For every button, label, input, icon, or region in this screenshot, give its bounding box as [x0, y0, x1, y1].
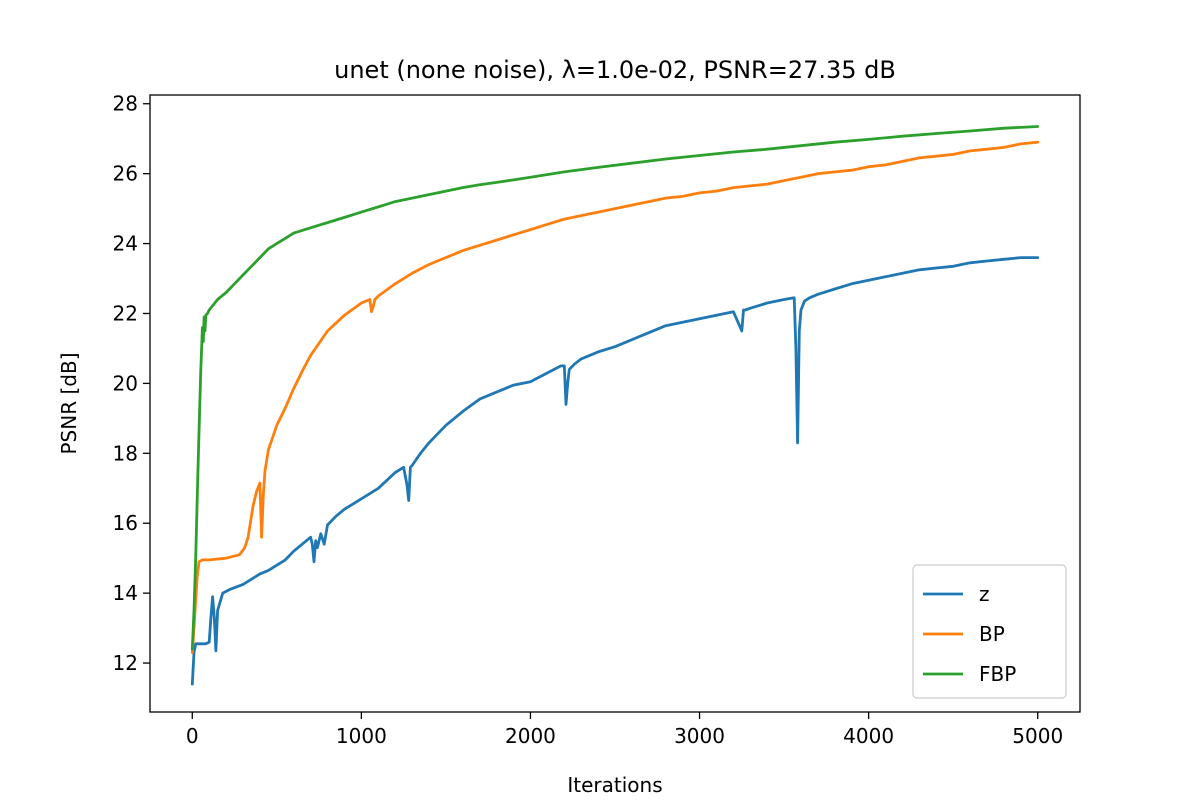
series-line-z — [190, 256, 1040, 686]
series-line-fbp — [190, 125, 1040, 651]
x-tick-label: 1000 — [336, 724, 387, 748]
legend-label-z: z — [979, 582, 990, 606]
legend: z BP FBP — [912, 564, 1067, 699]
x-tick-label: 0 — [186, 724, 199, 748]
y-tick-label: 22 — [113, 301, 138, 325]
y-tick-label: 12 — [113, 651, 138, 675]
chart-title: unet (none noise), λ=1.0e-02, PSNR=27.35… — [334, 56, 896, 84]
y-tick-label: 20 — [113, 371, 138, 395]
axes-layer: 0 1000 2000 3000 4000 5000 12 14 16 18 20 22 24 26 28 — [113, 92, 1064, 748]
legend-box — [912, 564, 1067, 699]
series-layer — [190, 125, 1040, 686]
x-tick-label: 3000 — [674, 724, 725, 748]
y-tick-label: 26 — [113, 162, 138, 186]
y-tick-label: 24 — [113, 232, 138, 256]
x-tick-label: 4000 — [843, 724, 894, 748]
y-tick-label: 14 — [113, 581, 138, 605]
legend-label-bp: BP — [979, 622, 1005, 646]
legend-label-fbp: FBP — [979, 662, 1016, 686]
x-tick-label: 2000 — [505, 724, 556, 748]
plot-frame — [149, 94, 1081, 713]
y-axis-label: PSNR [dB] — [57, 353, 81, 455]
y-tick-label: 28 — [113, 92, 138, 116]
x-tick-label: 5000 — [1012, 724, 1063, 748]
y-tick-label: 16 — [113, 511, 138, 535]
y-tick-label: 18 — [113, 441, 138, 465]
x-axis-label: Iterations — [567, 773, 662, 797]
series-line-bp — [190, 140, 1040, 654]
